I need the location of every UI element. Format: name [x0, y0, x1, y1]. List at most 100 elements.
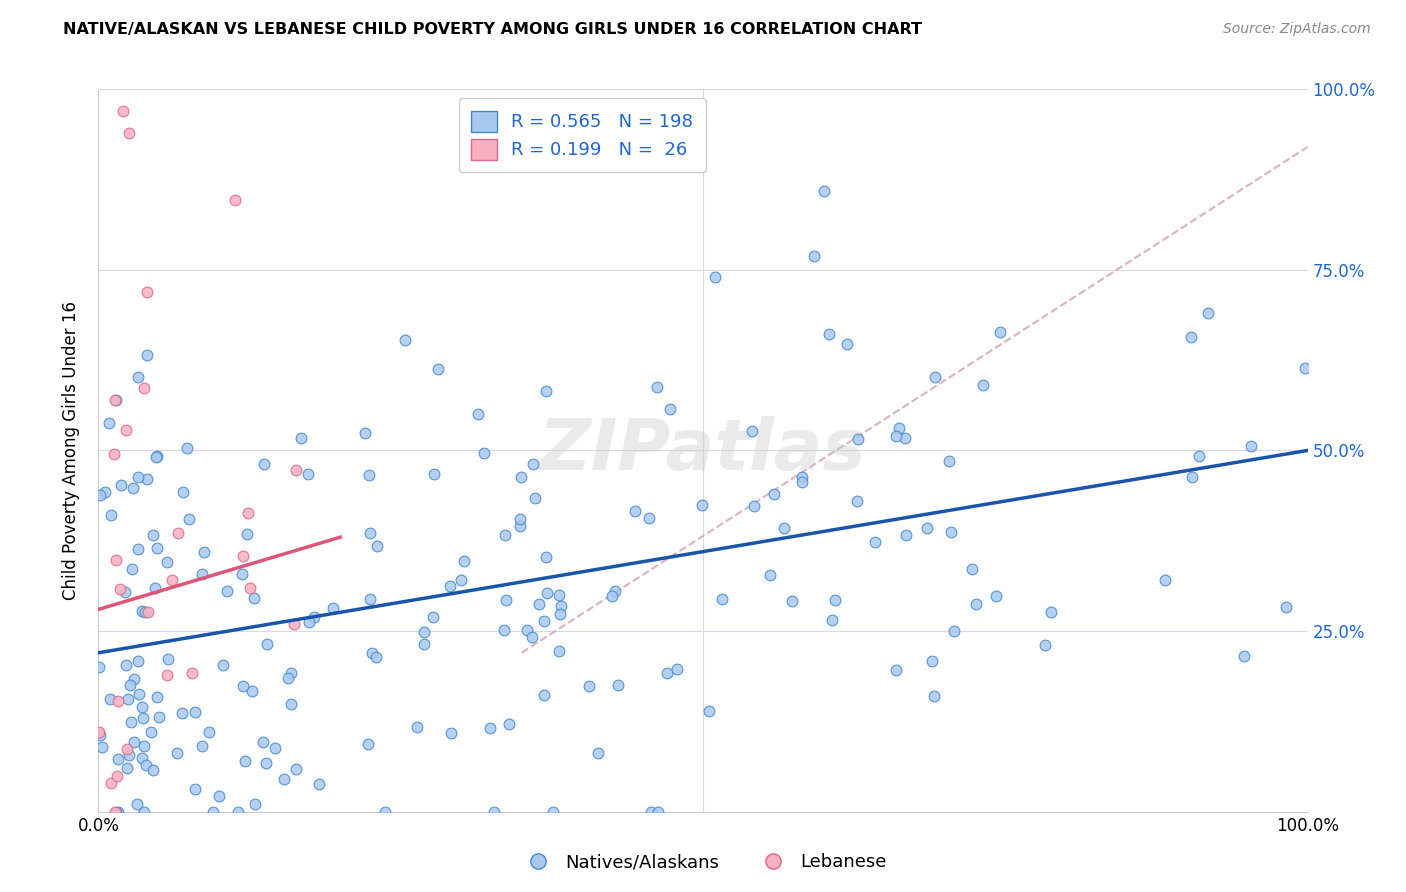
Point	[202, 805, 225, 819]
Point	[131, 711, 153, 725]
Point	[450, 574, 472, 588]
Point	[780, 594, 803, 608]
Point	[422, 610, 444, 624]
Point	[103, 805, 125, 819]
Point	[156, 668, 179, 682]
Point	[790, 475, 813, 490]
Point	[145, 541, 167, 556]
Point	[763, 487, 786, 501]
Point	[193, 544, 215, 558]
Point	[108, 582, 131, 596]
Point	[135, 473, 157, 487]
Point	[134, 605, 156, 619]
Point	[965, 597, 987, 611]
Point	[924, 689, 946, 703]
Point	[534, 549, 557, 564]
Point	[127, 470, 149, 484]
Point	[972, 377, 994, 392]
Point	[105, 769, 128, 783]
Point	[533, 615, 555, 629]
Point	[148, 709, 170, 723]
Point	[141, 527, 163, 541]
Point	[89, 725, 111, 739]
Point	[494, 528, 516, 542]
Point	[235, 754, 257, 768]
Point	[264, 741, 287, 756]
Legend: Natives/Alaskans, Lebanese: Natives/Alaskans, Lebanese	[512, 847, 894, 879]
Point	[942, 624, 965, 638]
Point	[118, 747, 141, 762]
Point	[520, 630, 543, 644]
Point	[243, 797, 266, 812]
Point	[132, 381, 155, 395]
Point	[523, 491, 546, 506]
Point	[145, 450, 167, 465]
Point	[495, 592, 517, 607]
Point	[1197, 306, 1219, 320]
Point	[136, 606, 159, 620]
Point	[645, 380, 668, 394]
Point	[254, 756, 277, 770]
Point	[135, 285, 157, 299]
Point	[226, 805, 249, 819]
Point	[467, 407, 489, 421]
Point	[179, 512, 201, 526]
Point	[527, 597, 550, 611]
Point	[110, 477, 132, 491]
Point	[692, 498, 714, 512]
Point	[439, 726, 461, 740]
Point	[124, 735, 146, 749]
Point	[232, 549, 254, 564]
Point	[100, 776, 122, 790]
Point	[655, 666, 678, 681]
Point	[894, 528, 917, 542]
Y-axis label: Child Poverty Among Girls Under 16: Child Poverty Among Girls Under 16	[62, 301, 80, 600]
Point	[1039, 605, 1062, 619]
Point	[236, 506, 259, 520]
Point	[845, 494, 868, 508]
Point	[103, 447, 125, 461]
Point	[120, 715, 142, 730]
Point	[865, 534, 887, 549]
Point	[1240, 439, 1263, 453]
Point	[107, 805, 129, 819]
Point	[453, 554, 475, 568]
Point	[190, 739, 212, 753]
Point	[509, 512, 531, 526]
Point	[357, 738, 380, 752]
Point	[191, 567, 214, 582]
Point	[280, 665, 302, 680]
Point	[533, 688, 555, 702]
Point	[742, 499, 765, 513]
Point	[548, 589, 571, 603]
Point	[145, 690, 167, 705]
Point	[114, 658, 136, 673]
Point	[439, 579, 461, 593]
Point	[184, 705, 207, 719]
Point	[308, 777, 330, 791]
Point	[212, 658, 235, 673]
Point	[939, 525, 962, 540]
Point	[366, 539, 388, 553]
Point	[835, 337, 858, 351]
Point	[603, 583, 626, 598]
Point	[1294, 361, 1316, 376]
Point	[412, 637, 434, 651]
Point	[107, 751, 129, 765]
Point	[166, 746, 188, 760]
Point	[167, 525, 190, 540]
Point	[90, 739, 112, 754]
Point	[135, 758, 157, 772]
Point	[509, 519, 531, 533]
Point	[478, 721, 501, 735]
Point	[413, 624, 436, 639]
Point	[273, 772, 295, 787]
Point	[297, 615, 319, 629]
Point	[224, 193, 246, 207]
Point	[117, 692, 139, 706]
Point	[127, 797, 149, 811]
Point	[141, 725, 163, 739]
Point	[803, 249, 825, 263]
Point	[704, 270, 727, 285]
Point	[132, 805, 155, 819]
